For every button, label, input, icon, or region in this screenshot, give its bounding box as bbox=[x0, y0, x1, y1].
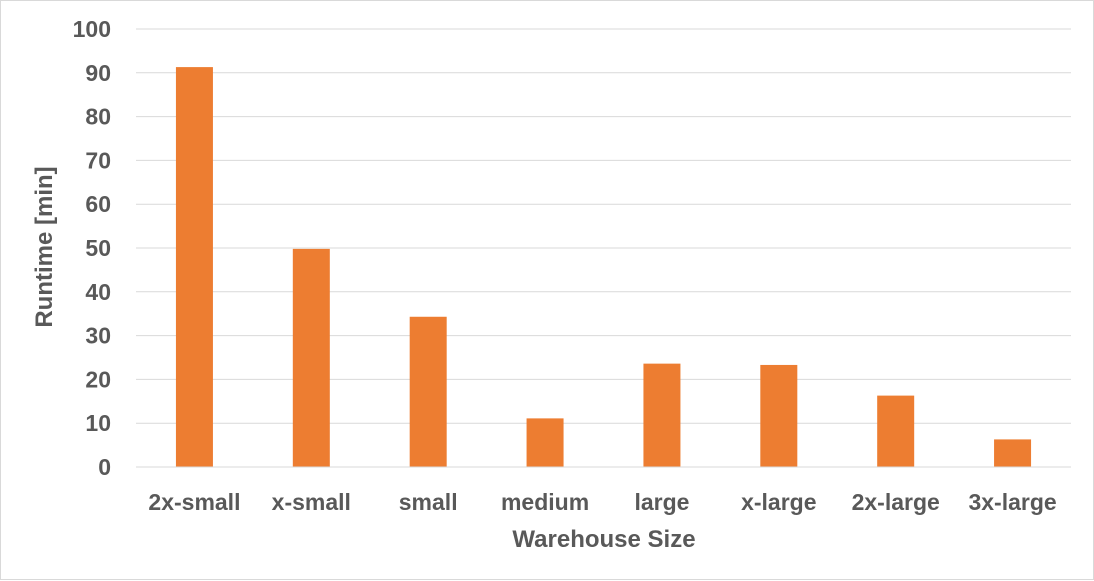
y-tick-label: 80 bbox=[85, 104, 111, 130]
x-axis-ticks: 2x-small x-small small medium large x-large 2x… bbox=[148, 489, 1056, 515]
bar-large bbox=[643, 363, 681, 467]
y-axis-title: Runtime [min] bbox=[31, 166, 58, 327]
bar-x-large bbox=[760, 364, 798, 467]
x-tick-label: large bbox=[634, 489, 689, 515]
y-tick-label: 100 bbox=[73, 16, 111, 42]
y-tick-label: 70 bbox=[85, 147, 111, 173]
y-axis-ticks: 0 10 20 30 40 50 60 70 80 90 100 bbox=[73, 16, 111, 480]
y-tick-label: 10 bbox=[85, 410, 111, 436]
y-tick-label: 40 bbox=[85, 279, 111, 305]
y-tick-label: 0 bbox=[98, 454, 111, 480]
bar-2x-large bbox=[877, 395, 915, 467]
y-tick-label: 30 bbox=[85, 323, 111, 349]
x-tick-label: x-small bbox=[272, 489, 351, 515]
y-tick-label: 90 bbox=[85, 60, 111, 86]
gridlines bbox=[136, 28, 1071, 424]
x-axis-title: Warehouse Size bbox=[512, 526, 695, 553]
x-tick-label: 3x-large bbox=[968, 489, 1056, 515]
x-tick-label: medium bbox=[501, 489, 589, 515]
y-tick-label: 60 bbox=[85, 191, 111, 217]
bar-x-small bbox=[292, 248, 330, 467]
x-tick-label: small bbox=[399, 489, 458, 515]
x-tick-label: 2x-large bbox=[852, 489, 940, 515]
x-tick-label: 2x-small bbox=[148, 489, 240, 515]
bar-2x-small bbox=[175, 67, 213, 467]
bar-small bbox=[409, 316, 447, 467]
bars bbox=[175, 67, 1032, 467]
x-tick-label: x-large bbox=[741, 489, 816, 515]
bar-3x-large bbox=[994, 439, 1032, 467]
bar-medium bbox=[526, 418, 564, 467]
y-tick-label: 50 bbox=[85, 235, 111, 261]
y-tick-label: 20 bbox=[85, 366, 111, 392]
